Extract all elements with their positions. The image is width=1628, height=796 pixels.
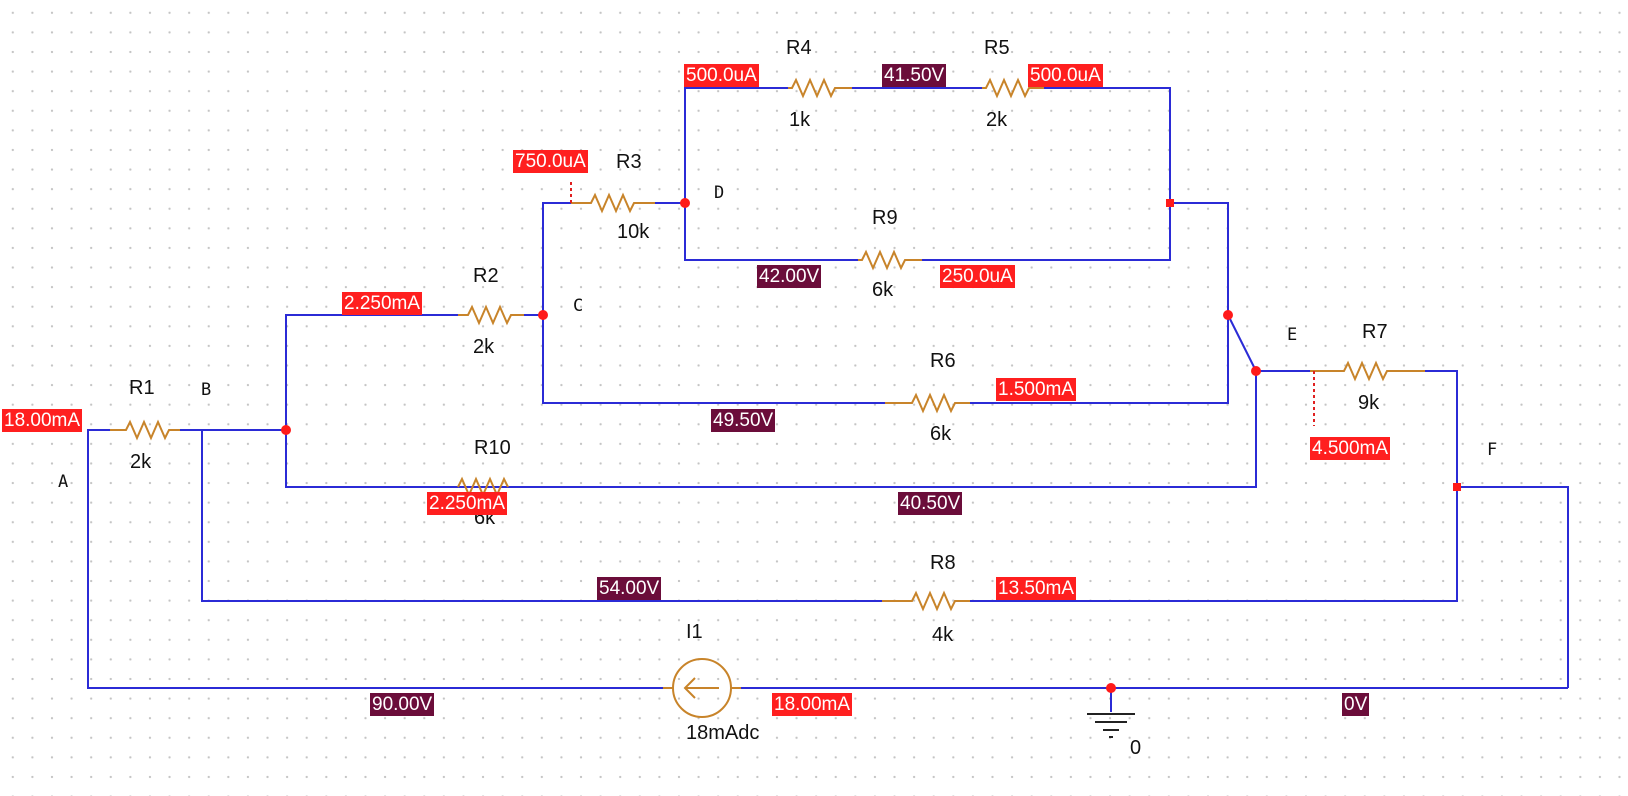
resistor-r9-name: R9 xyxy=(872,207,898,229)
resistor-r4-name: R4 xyxy=(786,37,812,59)
resistor-r8-value: 4k xyxy=(932,624,954,646)
probe-markers xyxy=(570,182,1315,426)
voltage-tag-d: 42.00V xyxy=(757,265,822,288)
junction-dot xyxy=(680,198,690,208)
node-label-d: D xyxy=(714,183,725,203)
wire-r5-right xyxy=(1044,87,1171,203)
resistor-r3-value: 10k xyxy=(617,221,650,243)
wire-ground-f xyxy=(1457,486,1569,688)
resistor-r6-value: 6k xyxy=(930,423,952,445)
current-tag-r9: 250.0uA xyxy=(940,265,1015,288)
current-tag-r4: 500.0uA xyxy=(684,64,759,87)
wire-b-r2 xyxy=(285,314,458,430)
current-source-arrow-left xyxy=(683,677,719,699)
junction-dots xyxy=(281,198,1461,693)
resistor-r9-symbol xyxy=(858,249,922,271)
ground-label: 0 xyxy=(1130,737,1142,759)
resistor-r2-value: 2k xyxy=(473,336,495,358)
junction-dot xyxy=(1453,483,1461,491)
node-label-f: F xyxy=(1487,440,1498,460)
wire-r6-e xyxy=(970,315,1229,404)
voltage-tag-e: 40.50V xyxy=(898,492,963,515)
wire-c-r6 xyxy=(542,315,885,404)
resistor-r9-value: 6k xyxy=(872,279,894,301)
junction-dot xyxy=(1166,199,1174,207)
junction-dot xyxy=(281,425,291,435)
junction-dot xyxy=(538,310,548,320)
node-label-a: A xyxy=(58,472,69,492)
wire-r10-e xyxy=(285,370,1310,488)
junction-dot xyxy=(1251,366,1261,376)
wires xyxy=(87,87,1569,712)
current-tag-r2: 2.250mA xyxy=(342,292,423,315)
ground-icon xyxy=(1087,713,1135,738)
wire-r9-right xyxy=(922,203,1171,261)
resistor-r7-symbol xyxy=(1310,360,1425,382)
resistor-r10-name: R10 xyxy=(474,437,511,459)
wire-right-e xyxy=(1170,202,1229,315)
resistor-r5-name: R5 xyxy=(984,37,1010,59)
current-tag-r7: 4.500mA xyxy=(1310,437,1391,460)
junction-dot xyxy=(1106,683,1116,693)
resistor-r6-symbol xyxy=(885,392,970,414)
node-label-b: B xyxy=(201,380,212,400)
resistor-r5-symbol xyxy=(982,77,1044,99)
voltage-tag-ground: 0V xyxy=(1342,693,1370,716)
current-tag-i1: 18.00mA xyxy=(772,693,853,716)
wire-b-r8 xyxy=(201,430,882,602)
wire-c-r3 xyxy=(542,202,571,315)
resistor-r1-symbol xyxy=(110,419,180,441)
voltage-tag-b: 54.00V xyxy=(597,577,662,600)
wire-d-r4 xyxy=(684,87,788,203)
resistor-r3-symbol xyxy=(571,192,655,214)
wire-d-r9 xyxy=(684,203,858,261)
resistor-r2-name: R2 xyxy=(473,265,499,287)
voltage-tag-a: 90.00V xyxy=(370,693,435,716)
voltage-tag-r4-r5: 41.50V xyxy=(882,64,947,87)
resistor-r7-name: R7 xyxy=(1362,321,1388,343)
resistor-r2-symbol xyxy=(458,304,524,326)
resistor-r3-name: R3 xyxy=(616,151,642,173)
current-tag-r8: 13.50mA xyxy=(996,577,1077,600)
current-tag-r1: 18.00mA xyxy=(2,409,83,432)
current-source-i1 xyxy=(663,658,741,718)
resistor-r4-value: 1k xyxy=(789,109,811,131)
current-tag-r5: 500.0uA xyxy=(1028,64,1103,87)
source-i1-name: I1 xyxy=(686,621,703,643)
resistor-r1-name: R1 xyxy=(129,377,155,399)
wire-e-junction xyxy=(1227,314,1257,372)
wire-a-source xyxy=(87,429,663,689)
current-tag-r3: 750.0uA xyxy=(513,150,588,173)
junction-dot xyxy=(1223,310,1233,320)
current-tag-r6: 1.500mA xyxy=(996,378,1077,401)
node-label-c: C xyxy=(573,296,584,316)
resistor-r8-name: R8 xyxy=(930,552,956,574)
resistor-r4-symbol xyxy=(788,77,852,99)
source-i1-value: 18mAdc xyxy=(686,722,760,744)
current-tag-r10: 2.250mA xyxy=(427,492,508,515)
resistor-r8-symbol xyxy=(882,590,970,612)
resistor-r5-value: 2k xyxy=(986,109,1008,131)
resistor-r7-value: 9k xyxy=(1358,392,1380,414)
node-label-e: E xyxy=(1287,325,1298,345)
voltage-tag-c: 49.50V xyxy=(711,409,776,432)
resistor-r1-value: 2k xyxy=(130,451,152,473)
resistor-r6-name: R6 xyxy=(930,350,956,372)
